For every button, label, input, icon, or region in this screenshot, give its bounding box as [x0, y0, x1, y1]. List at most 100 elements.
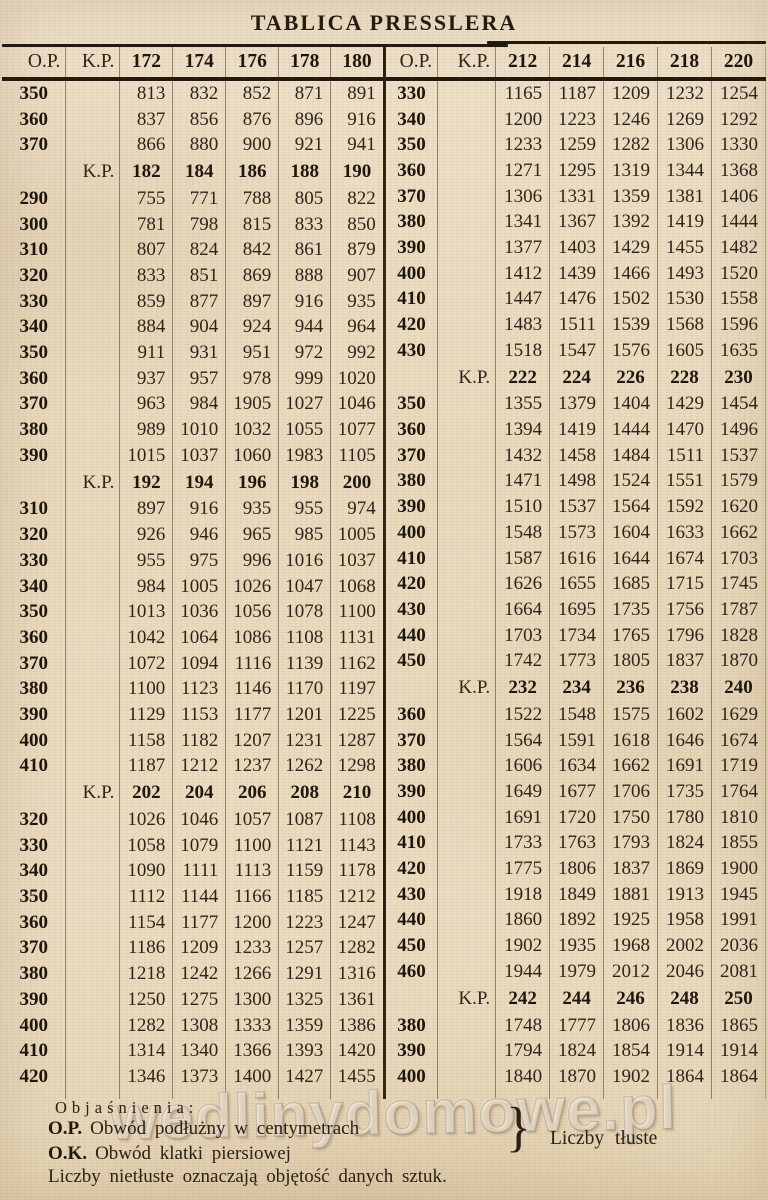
table-row: 360 837 856 876 896 916	[2, 106, 383, 133]
kp-cell	[437, 442, 496, 469]
table-row: 370 1072 1094 1116 1139 1162	[2, 650, 383, 677]
value-cell: 1292	[710, 106, 766, 133]
value-cell: 1763	[549, 830, 604, 857]
kp-cell: K.P.	[65, 158, 120, 187]
op-cell: 400	[397, 521, 426, 543]
value-cell: 1005	[172, 573, 226, 600]
value-cell: 771	[172, 186, 226, 212]
value-cell: 1564	[495, 727, 550, 754]
value-cell: 1282	[119, 1012, 173, 1039]
value-cell: 1131	[330, 625, 383, 651]
op-cell: 370	[397, 444, 426, 466]
op-cell	[2, 469, 66, 497]
value-cell: 1143	[330, 832, 383, 859]
value-cell: 1592	[657, 494, 712, 520]
kp-cell	[65, 1012, 120, 1039]
value-cell: 1579	[710, 468, 766, 495]
value-cell: 1367	[549, 209, 604, 236]
value-cell: 1377	[495, 235, 550, 261]
value-cell: 1777	[549, 1012, 604, 1039]
value-cell: 1511	[657, 442, 712, 469]
value-cell: 1392	[603, 209, 658, 236]
table-row: 370 1432 1458 1484 1511 1537	[386, 442, 766, 469]
value-cell: 798	[172, 211, 226, 238]
op-cell: 340	[19, 316, 48, 338]
rule-stub	[657, 1089, 712, 1099]
value-cell: 246	[603, 984, 658, 1013]
op-cell: 420	[397, 858, 426, 880]
kp-cell	[437, 337, 496, 364]
value-cell: 805	[278, 186, 331, 212]
value-cell: 1341	[495, 209, 550, 236]
value-cell: 1055	[278, 417, 331, 443]
value-cell: 1662	[603, 753, 658, 780]
value-cell: 884	[119, 314, 173, 341]
op-cell: 380	[397, 211, 426, 233]
value-cell: 989	[119, 417, 173, 443]
kp-cell	[437, 545, 496, 572]
rule-stub	[710, 1089, 766, 1099]
op-cell: 360	[19, 911, 48, 933]
value-cell: 1591	[549, 727, 604, 754]
table-row: 420 1626 1655 1685 1715 1745	[386, 571, 766, 598]
op-cell: 350	[19, 342, 48, 364]
value-cell: 941	[330, 132, 383, 159]
value-cell: 1042	[119, 625, 173, 651]
value-cell: 204	[172, 779, 226, 808]
kp-cell	[437, 779, 496, 805]
value-cell: 1373	[172, 1064, 226, 1090]
value-cell: 1420	[330, 1038, 383, 1065]
op-cell: 370	[19, 937, 48, 959]
op-cell: 350	[19, 886, 48, 908]
value-cell: 1058	[119, 832, 173, 859]
value-cell: 1090	[119, 858, 173, 885]
value-cell: 200	[330, 468, 383, 497]
kp-cell	[65, 753, 120, 780]
op-cell: 360	[19, 626, 48, 648]
kp-cell	[437, 235, 496, 261]
value-cell: 1860	[495, 907, 550, 934]
op-cell: 380	[397, 1014, 426, 1036]
value-cell: 1691	[495, 804, 550, 831]
value-cell: 1254	[710, 79, 766, 107]
value-cell: 1113	[225, 858, 279, 885]
value-cell: 1720	[549, 804, 604, 831]
op-cell: 310	[19, 498, 48, 520]
col-header-girth: 180	[330, 47, 383, 81]
value-cell: 1662	[710, 520, 766, 546]
kp-cell	[65, 935, 120, 962]
value-cell: 1991	[710, 907, 766, 934]
value-cell: 1913	[657, 881, 712, 908]
value-cell: 1482	[710, 235, 766, 261]
value-cell: 1854	[603, 1038, 658, 1065]
op-cell: 320	[19, 264, 48, 286]
kp-cell	[437, 494, 496, 520]
value-cell: 1185	[278, 884, 331, 910]
table-row: 400 1548 1573 1604 1633 1662	[386, 520, 766, 546]
value-cell: 955	[278, 496, 331, 523]
table-row: 400 1840 1870 1902 1864 1864	[386, 1064, 766, 1090]
value-cell: 1300	[225, 987, 279, 1013]
value-cell: 1262	[278, 753, 331, 780]
value-cell: 832	[172, 79, 226, 107]
value-cell: 1849	[549, 881, 604, 908]
value-cell: 1748	[495, 1012, 550, 1039]
value-cell: 1703	[495, 622, 550, 649]
table-row: 420 1483 1511 1539 1568 1596	[386, 312, 766, 338]
kp-cell	[437, 907, 496, 934]
value-cell: 1864	[657, 1064, 712, 1090]
table-row: 350 1013 1036 1056 1078 1100	[2, 599, 383, 626]
table-row: 350 1233 1259 1282 1306 1330	[386, 132, 766, 159]
op-cell: 410	[19, 755, 48, 777]
value-cell: 1944	[495, 959, 550, 985]
table-row: 400 1412 1439 1466 1493 1520	[386, 260, 766, 287]
op-cell	[386, 364, 438, 392]
value-cell: 1905	[225, 391, 279, 418]
value-cell: 869	[225, 263, 279, 289]
value-cell: 222	[495, 363, 550, 392]
value-cell: 1212	[172, 753, 226, 780]
value-cell: 1209	[603, 79, 658, 107]
kp-cell	[65, 702, 120, 728]
value-cell: 1306	[657, 132, 712, 159]
